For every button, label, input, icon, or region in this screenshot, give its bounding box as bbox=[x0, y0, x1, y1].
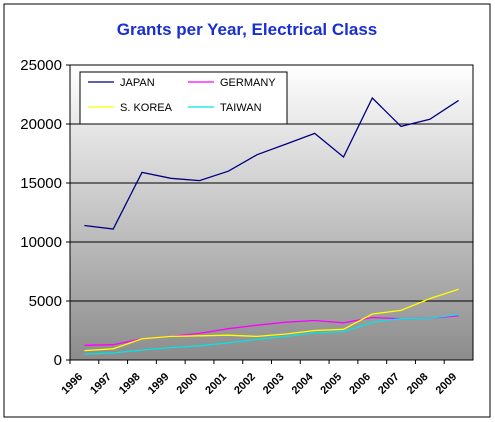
y-tick-label: 20000 bbox=[20, 116, 62, 133]
y-tick-label: 5000 bbox=[29, 293, 62, 310]
series-lines bbox=[84, 96, 459, 355]
legend-box bbox=[79, 71, 288, 125]
legend-label: GERMANY bbox=[220, 77, 276, 89]
legend-label: S. KOREA bbox=[120, 102, 173, 114]
series-line-taiwan bbox=[84, 313, 459, 355]
legend-label: TAIWAN bbox=[220, 102, 262, 114]
y-axis-ticks: 0 5000 10000 15000 20000 25000 bbox=[20, 57, 70, 369]
y-tick-label: 25000 bbox=[20, 57, 62, 74]
legend-label: JAPAN bbox=[120, 77, 155, 89]
series-line-s-korea bbox=[84, 288, 459, 352]
legend: JAPAN GERMANY S. KOREA TAIWAN bbox=[79, 71, 288, 125]
series-line-japan bbox=[84, 96, 459, 230]
y-tick-label: 15000 bbox=[20, 175, 62, 192]
chart-title: Grants per Year, Electrical Class bbox=[117, 20, 378, 39]
y-tick-label: 10000 bbox=[20, 234, 62, 251]
y-tick-label: 0 bbox=[54, 352, 62, 369]
